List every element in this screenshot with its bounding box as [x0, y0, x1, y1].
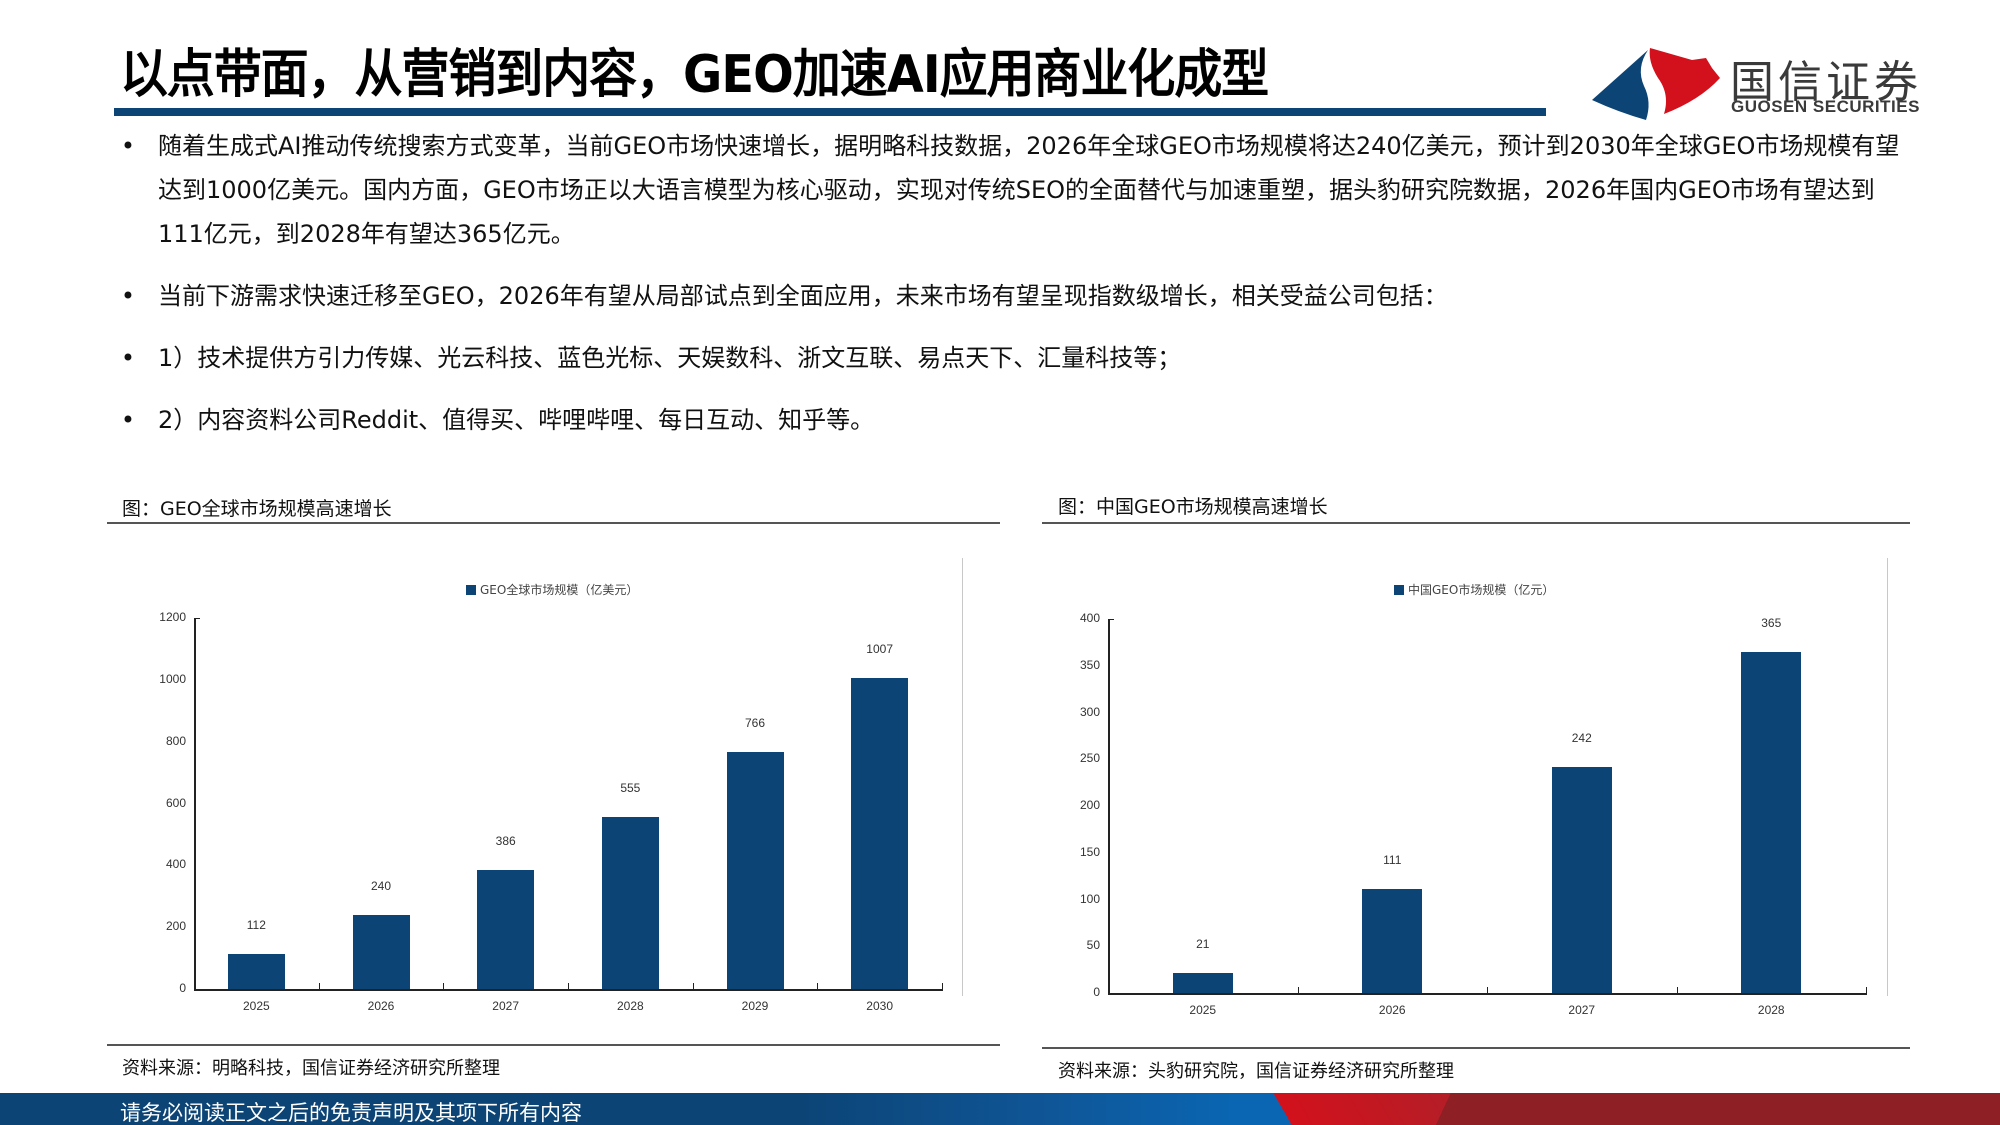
x-axis-tick — [1487, 987, 1488, 995]
x-tick-label: 2027 — [1568, 1003, 1596, 1017]
global-geo-bar-chart: GEO全球市场规模（亿美元） 0 200 400 600 800 1000 1200 112 2… — [0, 0, 1000, 1013]
bullet-list: • 随着生成式AI推动传统搜索方式变革，当前GEO市场快速增长，据明略科技数据，… — [118, 124, 1900, 442]
y-tick-label: 1000 — [159, 671, 186, 686]
bar-value-label: 365 — [1761, 615, 1782, 630]
bar-value-label: 112 — [246, 918, 266, 933]
logo-chinese-name: 国信证券 — [1730, 57, 1922, 108]
x-axis-tick — [318, 983, 320, 991]
legend-label: GEO全球市场规模（亿美元） — [480, 583, 639, 597]
y-tick-label: 50 — [1086, 938, 1100, 953]
bar — [851, 677, 909, 989]
chart-frame-edge — [962, 558, 963, 996]
bar-value-label: 21 — [1196, 937, 1210, 952]
guosen-logo-icon — [1592, 48, 1720, 120]
bar — [1551, 766, 1612, 993]
bar-value-label: 242 — [1571, 730, 1592, 745]
y-axis-top-tick — [1108, 619, 1114, 620]
bullet-marker: • — [120, 406, 136, 434]
y-axis — [194, 618, 196, 989]
y-tick-label: 600 — [165, 795, 186, 810]
x-axis-tick — [1676, 987, 1678, 995]
bar — [227, 954, 285, 989]
bullet-item: • 1）技术提供方引力传媒、光云科技、蓝色光标、天娱数科、浙文互联、易点天下、汇… — [118, 336, 1900, 380]
x-axis-tick — [942, 983, 943, 991]
bar-value-label: 386 — [495, 833, 516, 848]
bullet-item: • 随着生成式AI推动传统搜索方式变革，当前GEO市场快速增长，据明略科技数据，… — [118, 124, 1900, 256]
bar — [477, 869, 535, 989]
bullet-text: 1）技术提供方引力传媒、光云科技、蓝色光标、天娱数科、浙文互联、易点天下、汇量科… — [158, 344, 1182, 372]
legend-swatch — [1394, 584, 1404, 595]
bar — [601, 817, 659, 989]
bar — [352, 914, 410, 989]
y-tick-label: 1200 — [159, 610, 186, 624]
page-title: 以点带面，从营销到内容，GEO加速AI应用商业化成型 — [120, 45, 1269, 105]
legend-label: 中国GEO市场规模（亿元） — [1408, 583, 1555, 597]
bullet-text: 随着生成式AI推动传统搜索方式变革，当前GEO市场快速增长，据明略科技数据，20… — [158, 132, 1900, 248]
figure-source-china: 资料来源：头豹研究院，国信证券经济研究所整理 — [1058, 1061, 1454, 1082]
x-tick-label: 2028 — [616, 999, 644, 1013]
figure-bottom-rule — [107, 1044, 1000, 1046]
figure-top-rule — [1042, 522, 1910, 524]
x-tick-label: 2026 — [367, 999, 395, 1013]
title-underline — [114, 108, 1546, 116]
bar-value-label: 766 — [744, 716, 766, 731]
y-tick-label: 200 — [165, 919, 186, 934]
figure-top-rule — [107, 522, 1000, 524]
bar-value-label: 111 — [1383, 853, 1402, 868]
x-tick-label: 2027 — [492, 999, 519, 1013]
y-tick-label: 150 — [1079, 844, 1100, 859]
y-tick-label: 400 — [1079, 611, 1100, 625]
bar-value-label: 555 — [620, 781, 641, 796]
bar-value-label: 240 — [370, 878, 392, 893]
y-tick-label: 250 — [1079, 751, 1100, 766]
x-tick-label: 2029 — [741, 999, 769, 1013]
bullet-marker: • — [120, 282, 136, 310]
footer-banner — [0, 1093, 2000, 1125]
bar-value-label: 1007 — [866, 641, 893, 656]
y-axis — [1108, 619, 1110, 993]
y-tick-label: 100 — [1079, 891, 1100, 906]
chart-legend: 中国GEO市场规模（亿元） — [1394, 581, 1554, 598]
bullet-marker: • — [120, 132, 136, 160]
y-tick-label: 800 — [165, 733, 186, 748]
x-axis-tick — [817, 983, 819, 991]
y-tick-label: 400 — [165, 857, 186, 872]
x-axis-tick — [1297, 987, 1299, 995]
bar — [1362, 889, 1423, 993]
x-tick-label: 2030 — [866, 999, 893, 1013]
x-axis-tick — [1866, 987, 1867, 995]
x-tick-label: 2025 — [242, 999, 270, 1013]
bullet-item: • 当前下游需求快速迁移至GEO，2026年有望从局部试点到全面应用，未来市场有… — [118, 274, 1900, 318]
x-tick-label: 2025 — [1189, 1003, 1217, 1017]
figure-source-global: 资料来源：明略科技，国信证券经济研究所整理 — [122, 1058, 500, 1079]
y-tick-label: 300 — [1079, 704, 1100, 719]
x-axis-tick — [568, 983, 569, 991]
bullet-marker: • — [120, 344, 136, 372]
figure-caption-china: 图：中国GEO市场规模高速增长 — [1058, 496, 1328, 518]
bar — [1172, 973, 1233, 993]
x-axis-tick — [692, 983, 694, 991]
bar — [1741, 651, 1802, 993]
y-tick-label: 350 — [1079, 657, 1100, 672]
bullet-text: 当前下游需求快速迁移至GEO，2026年有望从局部试点到全面应用，未来市场有望呈… — [158, 282, 1448, 310]
x-axis-tick — [443, 983, 445, 991]
chart-legend: GEO全球市场规模（亿美元） — [466, 581, 638, 598]
y-tick-label: 200 — [1079, 798, 1100, 812]
y-tick-label: 0 — [179, 981, 186, 995]
bar — [726, 752, 784, 989]
x-tick-label: 2028 — [1757, 1003, 1785, 1017]
china-geo-bar-chart: 中国GEO市场规模（亿元） 0 50 100 150 200 250 300 350 400 21… — [1079, 581, 1867, 1017]
bullet-item: • 2）内容资料公司Reddit、值得买、哔哩哔哩、每日互动、知乎等。 — [118, 398, 1900, 442]
logo-english-name: GUOSEN SECURITIES — [1731, 97, 1920, 116]
bullet-text: 2）内容资料公司Reddit、值得买、哔哩哔哩、每日互动、知乎等。 — [158, 406, 875, 434]
chart-frame-edge — [1887, 558, 1888, 996]
figure-caption-global: 图：GEO全球市场规模高速增长 — [122, 498, 392, 520]
figure-bottom-rule — [1042, 1047, 1910, 1049]
footer-disclaimer: 请务必阅读正文之后的免责声明及其项下所有内容 — [120, 1101, 582, 1125]
y-tick-label: 0 — [1093, 985, 1100, 999]
y-axis-top-tick — [194, 618, 200, 619]
x-tick-label: 2026 — [1378, 1003, 1406, 1017]
legend-swatch — [466, 584, 476, 595]
